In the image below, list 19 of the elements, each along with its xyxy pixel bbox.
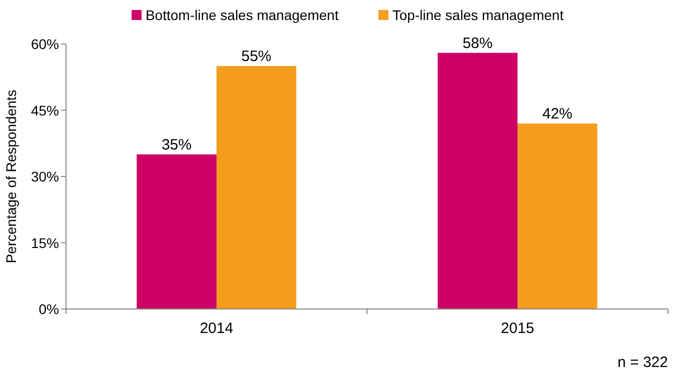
x-tick-label: 2014: [200, 320, 234, 337]
bar: [518, 124, 598, 309]
y-tick-label: 0%: [38, 301, 59, 317]
x-tick-label: 2015: [500, 320, 534, 337]
y-tick-label: 30%: [30, 168, 59, 184]
data-label: 42%: [542, 106, 572, 122]
data-label: 35%: [162, 136, 192, 154]
y-axis-title: Percentage of Respondents: [3, 90, 19, 264]
legend-label: Bottom-line sales management: [146, 7, 339, 23]
bar: [438, 52, 518, 309]
data-label: 58%: [462, 34, 493, 52]
y-tick-label: 15%: [30, 234, 59, 251]
legend-label: Top-line sales management: [392, 7, 564, 23]
y-tick-label: 60%: [30, 36, 59, 52]
y-tick-label: 45%: [30, 102, 59, 118]
bar: [136, 154, 216, 309]
text: n = 322: [618, 354, 668, 371]
data-label: 55%: [241, 48, 272, 66]
bar: [216, 66, 296, 309]
